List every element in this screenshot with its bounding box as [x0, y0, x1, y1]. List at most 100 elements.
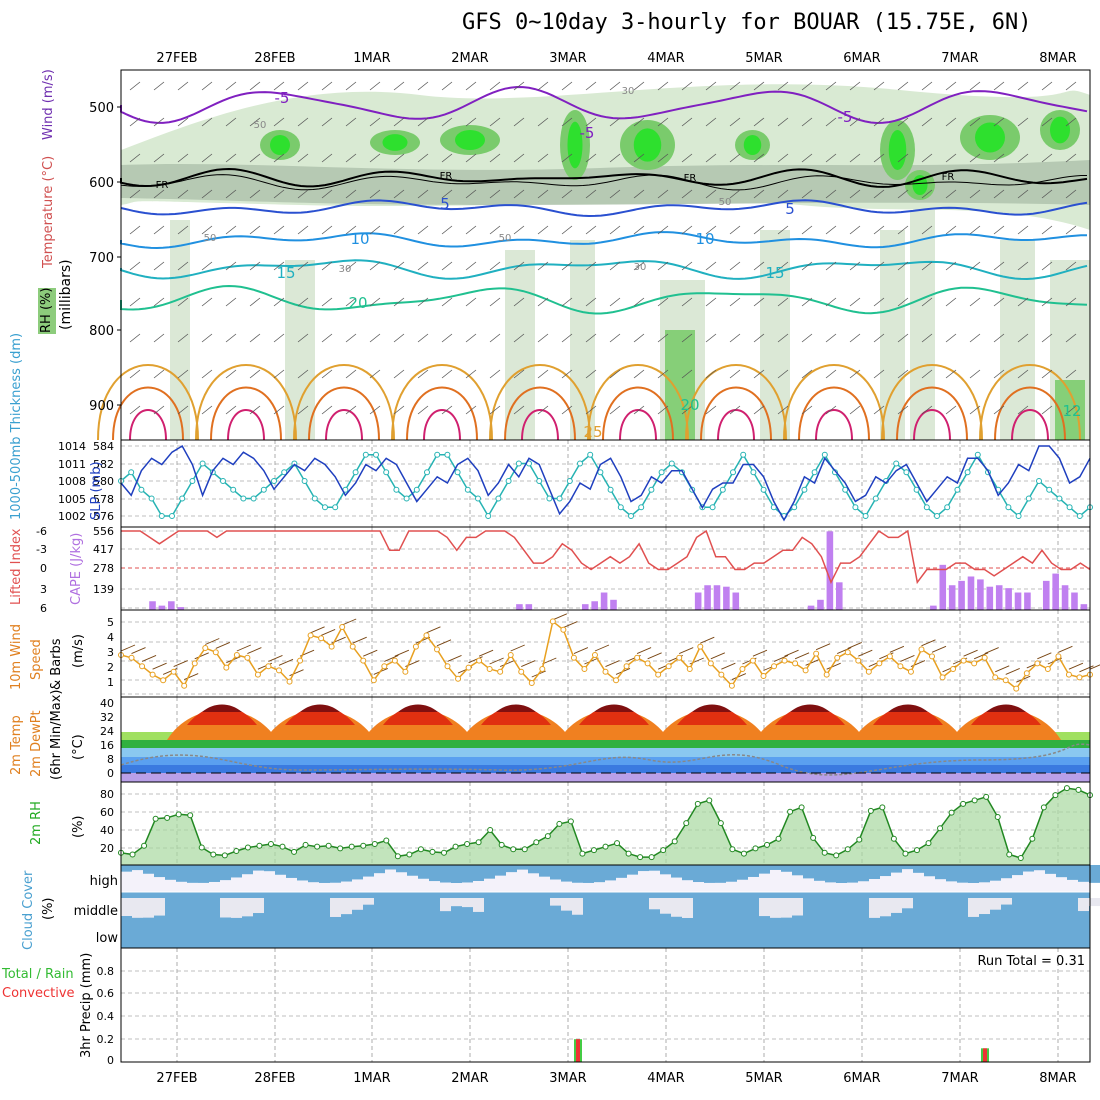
- wind-barb: [129, 369, 141, 379]
- wind-barb: [417, 333, 429, 343]
- wind-barb: [321, 369, 333, 379]
- wind-barb: [705, 189, 717, 199]
- thickness-point: [648, 486, 655, 493]
- wind10-point: [254, 671, 261, 678]
- wind-barb: [177, 81, 189, 91]
- wind-barb: [657, 369, 669, 379]
- cloud-high-cell: [473, 865, 484, 882]
- wind-barb: [705, 333, 717, 343]
- rh2m-point: [740, 850, 747, 857]
- wind-barb: [849, 117, 861, 127]
- rh2m-point: [625, 850, 632, 857]
- date-tick-bottom: 5MAR: [745, 1071, 782, 1086]
- rh2m-point: [417, 846, 424, 853]
- rh2m-point: [694, 800, 701, 807]
- wind10-barb: [468, 656, 483, 664]
- wind-barb: [1065, 225, 1077, 235]
- wind-barb: [441, 405, 453, 415]
- rh2m-point: [291, 848, 298, 855]
- wind-barb: [801, 225, 813, 235]
- wind-barb: [873, 261, 885, 271]
- contour-label: 50: [719, 197, 732, 208]
- rh2m-point: [590, 847, 597, 854]
- thickness-point: [515, 460, 522, 467]
- wind10-barb: [1005, 667, 1020, 675]
- rh-shade-lowgreen: [665, 330, 695, 440]
- wind-barb: [873, 369, 885, 379]
- contour-label: 5: [785, 200, 795, 218]
- wind10-barb: [394, 649, 410, 657]
- rh2m-point: [164, 814, 171, 821]
- thickness-point: [281, 469, 288, 476]
- wind-barb: [249, 405, 261, 415]
- wind-barb: [273, 261, 285, 271]
- wind-barb: [345, 153, 357, 163]
- cloud-high-cell: [979, 865, 990, 883]
- wind-barb: [489, 405, 501, 415]
- wind-barb: [465, 117, 477, 127]
- wind-barb: [1017, 189, 1029, 199]
- precip-tick: 0: [107, 1054, 114, 1067]
- wind-barb: [513, 297, 525, 307]
- wind-barb: [849, 333, 861, 343]
- wind10-barb: [815, 643, 831, 651]
- cape-bar: [835, 582, 843, 610]
- wind-barb: [705, 261, 717, 271]
- thickness-tick: 582: [93, 458, 114, 471]
- contour-25: [881, 364, 983, 441]
- temp-hump-peak: [300, 704, 340, 712]
- cloud-high-cell: [759, 865, 770, 874]
- contour-35: [717, 409, 755, 441]
- wind-barb: [129, 189, 141, 199]
- thickness-point: [821, 451, 828, 458]
- thickness-point: [199, 460, 206, 467]
- wind-barb: [921, 153, 933, 163]
- wind-barb: [1041, 261, 1053, 271]
- wind10-point: [634, 654, 641, 661]
- contour-25: [391, 364, 493, 441]
- wind-barb: [249, 81, 261, 91]
- contour-label: 20: [348, 294, 367, 312]
- wind10-point: [1076, 674, 1083, 681]
- contour-30: [896, 386, 968, 441]
- wind10-barb: [805, 658, 820, 666]
- lifted-tick: 3: [40, 583, 47, 596]
- wind10-barb: [521, 660, 536, 668]
- wind-barb: [369, 333, 381, 343]
- wind10-tick: 4: [107, 631, 114, 644]
- cloud-high-cell: [1034, 865, 1045, 871]
- wind10-point: [591, 652, 598, 658]
- wind-barb: [729, 153, 741, 163]
- wind-barb: [345, 297, 357, 307]
- wind-barb: [681, 261, 693, 271]
- wind-barb: [969, 153, 981, 163]
- cape-bar: [977, 579, 984, 610]
- wind-barb: [369, 261, 381, 271]
- rh2m-point: [983, 793, 990, 800]
- wind-barb: [609, 405, 621, 415]
- cape-bar: [591, 601, 598, 610]
- thickness-point: [403, 495, 410, 502]
- wind-barb: [801, 189, 813, 199]
- cloud-high-cell: [946, 865, 957, 882]
- rh-shade-column: [170, 220, 190, 440]
- contour-35: [227, 409, 265, 441]
- temp-tick: 0: [107, 767, 114, 780]
- cloud-mid-cell: [1089, 898, 1100, 907]
- rh2m-point: [1040, 804, 1047, 811]
- cloud-mid-cell: [880, 898, 891, 917]
- date-tick-top: 6MAR: [843, 51, 880, 66]
- thickness-point: [719, 486, 726, 493]
- wind10-point: [929, 653, 936, 660]
- wind-barb: [873, 153, 885, 163]
- cloud-high-cell: [220, 865, 231, 881]
- wind-barb: [873, 225, 885, 235]
- date-tick-top: 1MAR: [353, 51, 390, 66]
- rh-shade-bright: [975, 122, 1005, 153]
- wind-barb: [753, 333, 765, 343]
- wind-barb: [921, 225, 933, 235]
- wind-barb: [993, 333, 1005, 343]
- cloud-mid-cell: [968, 898, 979, 917]
- wind-barb: [945, 117, 957, 127]
- wind-barb: [921, 189, 933, 199]
